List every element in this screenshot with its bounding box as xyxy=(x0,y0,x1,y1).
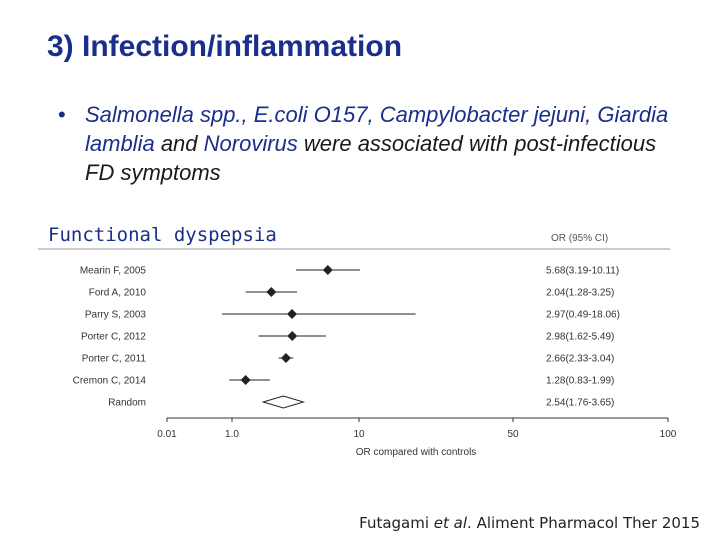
point-estimate-marker xyxy=(287,309,298,319)
point-estimate-marker xyxy=(322,265,333,275)
x-tick-label: 1.0 xyxy=(225,429,239,440)
x-tick-label: 0.01 xyxy=(157,429,177,440)
or-ci-label: 2.66(2.33-3.04) xyxy=(546,354,614,365)
point-estimate-marker xyxy=(280,353,291,363)
citation-etal: et al xyxy=(433,514,468,532)
x-tick-label: 50 xyxy=(507,429,519,440)
citation-suffix: . Aliment Pharmacol Ther 2015 xyxy=(467,514,700,532)
column-header: OR (95% CI) xyxy=(551,233,608,244)
slide-title: 3) Infection/inflammation xyxy=(47,30,403,63)
citation-prefix: Futagami xyxy=(359,514,434,532)
point-estimate-marker xyxy=(287,331,298,341)
bullet-dot-icon: • xyxy=(58,102,66,127)
or-ci-label: 2.97(0.49-18.06) xyxy=(546,310,620,321)
bullet-tail: were associated with post-infectious FD … xyxy=(85,131,657,185)
study-label: Porter C, 2011 xyxy=(82,354,147,365)
point-estimate-marker xyxy=(266,287,277,297)
x-tick-label: 100 xyxy=(660,429,677,440)
bullet-point: • Salmonella spp., E.coli O157, Campylob… xyxy=(58,100,678,187)
pooled-diamond xyxy=(261,395,306,409)
pathogen-list: Salmonella spp., E.coli O157, Campylobac… xyxy=(85,102,669,156)
or-ci-label: 1.28(0.83-1.99) xyxy=(546,376,614,387)
or-ci-label: 5.68(3.19-10.11) xyxy=(546,266,619,277)
point-estimate-marker xyxy=(240,375,251,385)
study-label: Mearin F, 2005 xyxy=(80,266,147,277)
bullet-text: Salmonella spp., E.coli O157, Campylobac… xyxy=(85,100,678,187)
or-ci-label: 2.98(1.62-5.49) xyxy=(546,332,614,343)
forest-plot-title: Functional dyspepsia xyxy=(48,224,277,246)
pooled-label: Random xyxy=(108,398,146,409)
citation: Futagami et al. Aliment Pharmacol Ther 2… xyxy=(359,514,700,532)
study-label: Parry S, 2003 xyxy=(85,310,147,321)
study-label: Cremon C, 2014 xyxy=(73,376,147,387)
or-ci-label: 2.04(1.28-3.25) xyxy=(546,288,614,299)
x-tick-label: 10 xyxy=(353,429,365,440)
study-label: Ford A, 2010 xyxy=(89,288,147,299)
study-label: Porter C, 2012 xyxy=(81,332,146,343)
x-axis-label: OR compared with controls xyxy=(356,447,477,458)
norovirus-text: Norovirus xyxy=(203,131,298,156)
and-word: and xyxy=(154,131,204,156)
pooled-or-ci-label: 2.54(1.76-3.65) xyxy=(546,398,614,409)
